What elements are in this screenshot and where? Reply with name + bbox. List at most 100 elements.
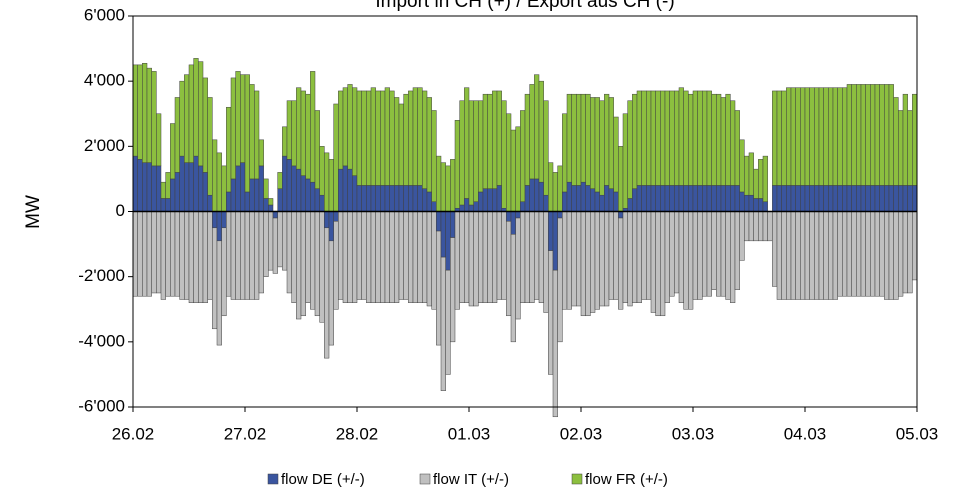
bar — [828, 185, 834, 212]
bar — [207, 211, 213, 300]
bar — [548, 162, 554, 212]
y-tick-label: 4'000 — [84, 71, 125, 90]
bar — [506, 113, 512, 212]
bar — [408, 211, 414, 303]
bar — [394, 185, 400, 212]
bar — [669, 185, 675, 212]
bar — [566, 93, 572, 183]
bar — [837, 87, 843, 186]
bar — [608, 188, 614, 212]
bar — [501, 100, 507, 209]
bar — [156, 113, 162, 167]
bar — [300, 90, 306, 176]
bar — [748, 194, 754, 212]
bar — [436, 230, 442, 346]
bar — [884, 185, 890, 212]
bar — [174, 97, 180, 173]
bar — [893, 185, 899, 212]
bar — [356, 90, 362, 186]
bar — [184, 74, 190, 163]
bar — [305, 178, 311, 212]
bar — [884, 84, 890, 186]
bar — [244, 191, 250, 212]
bar — [230, 178, 236, 212]
bar — [814, 211, 820, 300]
bar — [165, 172, 171, 199]
bar — [538, 80, 544, 183]
bar — [604, 93, 610, 186]
bar — [291, 165, 297, 212]
bar — [431, 110, 437, 202]
y-tick-label: -2'000 — [78, 266, 125, 285]
bar — [650, 90, 656, 186]
bar — [865, 211, 871, 297]
bar — [711, 93, 717, 186]
x-tick-label: 28.02 — [336, 424, 379, 443]
bar — [137, 159, 143, 212]
bar — [804, 185, 810, 212]
bar — [296, 211, 302, 320]
bar — [571, 185, 577, 212]
bar — [646, 90, 652, 186]
bar — [660, 185, 666, 212]
bar — [608, 211, 614, 300]
bar — [636, 211, 642, 303]
bar — [459, 100, 465, 206]
bar — [594, 97, 600, 193]
bar — [314, 110, 320, 189]
bar — [776, 211, 782, 300]
bar — [468, 204, 474, 212]
bar — [445, 211, 451, 271]
bar — [384, 185, 390, 212]
bar — [398, 103, 404, 186]
bar — [403, 211, 409, 300]
bar — [394, 211, 400, 303]
bar — [870, 185, 876, 212]
bar — [240, 74, 246, 163]
bar — [692, 90, 698, 186]
bar — [758, 159, 764, 199]
bar — [580, 181, 586, 212]
bar — [907, 185, 913, 212]
bar — [520, 201, 526, 212]
bar — [842, 211, 848, 297]
bar — [753, 168, 759, 199]
x-tick-label: 26.02 — [112, 424, 155, 443]
bar — [678, 211, 684, 303]
bar — [790, 87, 796, 186]
bar — [160, 181, 166, 199]
bar — [730, 211, 736, 303]
bar — [669, 211, 675, 297]
bar — [510, 211, 516, 235]
bar — [548, 250, 554, 375]
bar — [132, 155, 138, 212]
bar — [636, 185, 642, 212]
bar — [515, 126, 521, 212]
bar — [552, 172, 558, 212]
bar — [725, 185, 731, 212]
bar — [216, 152, 222, 212]
bar — [744, 194, 750, 212]
bar — [795, 211, 801, 300]
bar — [464, 87, 470, 199]
bar — [543, 211, 549, 313]
bar — [137, 64, 143, 160]
bar — [328, 159, 334, 212]
bar — [170, 178, 176, 212]
bar — [692, 211, 698, 300]
bar — [758, 211, 764, 242]
bar — [655, 211, 661, 317]
bar — [282, 211, 288, 271]
bar — [786, 185, 792, 212]
bar — [389, 211, 395, 303]
bar — [142, 162, 148, 212]
bar — [347, 84, 353, 170]
bar — [804, 211, 810, 300]
bar — [790, 185, 796, 212]
bar — [660, 211, 666, 317]
x-tick-label: 04.03 — [784, 424, 827, 443]
bar — [571, 93, 577, 186]
bar — [557, 211, 563, 219]
bar — [823, 87, 829, 186]
